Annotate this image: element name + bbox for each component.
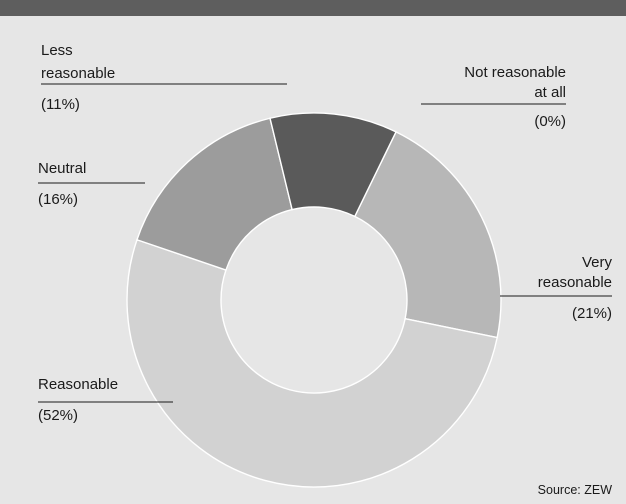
slice-reasonable bbox=[126, 238, 499, 488]
label-very-reasonable: reasonable bbox=[538, 274, 612, 291]
percent-not-reasonable-at-all: (0%) bbox=[534, 113, 566, 130]
percent-reasonable: (52%) bbox=[38, 407, 78, 424]
percent-neutral: (16%) bbox=[38, 191, 78, 208]
percent-very-reasonable: (21%) bbox=[572, 305, 612, 322]
leader-lines bbox=[38, 83, 612, 403]
label-less-reasonable: reasonable bbox=[41, 65, 115, 82]
header-bar bbox=[0, 0, 626, 16]
donut-slices bbox=[126, 112, 502, 488]
slice-very-reasonable bbox=[353, 130, 502, 339]
slice-less-reasonable bbox=[269, 112, 397, 218]
percent-less-reasonable: (11%) bbox=[41, 96, 80, 113]
slice-neutral bbox=[136, 117, 293, 271]
label-very-reasonable: Very bbox=[582, 254, 613, 271]
source-note: Source: ZEW bbox=[538, 483, 613, 497]
label-not-reasonable-at-all: at all bbox=[534, 84, 566, 101]
label-neutral: Neutral bbox=[38, 160, 86, 177]
slice-labels: Not reasonable at all (0%) Very reasonable (2… bbox=[38, 42, 612, 424]
label-less-reasonable: Less bbox=[41, 42, 73, 59]
label-not-reasonable-at-all: Not reasonable bbox=[464, 64, 566, 81]
label-reasonable: Reasonable bbox=[38, 376, 118, 393]
